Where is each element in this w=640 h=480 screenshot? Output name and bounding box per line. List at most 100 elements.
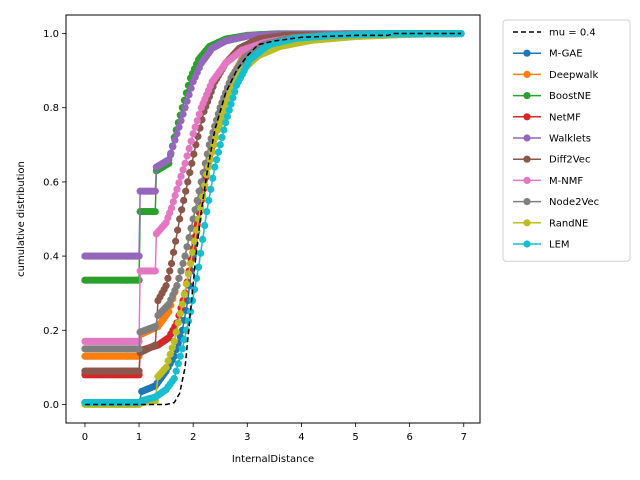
data-point [231, 88, 239, 96]
data-point [179, 166, 187, 174]
data-point [171, 191, 179, 200]
data-point [151, 187, 159, 195]
y-tick-label: 1.0 [43, 29, 59, 40]
y-axis-label: cumulative distribution [16, 161, 27, 277]
data-point [197, 249, 205, 257]
data-point [175, 274, 183, 282]
data-point [167, 204, 176, 212]
data-point [191, 123, 199, 131]
x-tick-label: 6 [406, 432, 412, 443]
data-point [169, 198, 177, 206]
series-walklets [81, 29, 465, 260]
data-point [174, 319, 182, 327]
data-point [173, 185, 181, 193]
data-point [169, 248, 178, 256]
legend-label: Deepwalk [549, 70, 598, 81]
data-point [188, 297, 197, 305]
data-point [166, 350, 174, 358]
series-line [84, 32, 462, 281]
data-point [178, 206, 186, 214]
series-line [84, 32, 462, 257]
data-point [190, 150, 198, 158]
data-point [227, 100, 235, 108]
data-point [135, 345, 143, 353]
data-point [186, 308, 195, 316]
data-point [225, 106, 233, 114]
data-point [213, 156, 221, 164]
legend-item: M-GAE [513, 49, 583, 60]
data-point [183, 152, 191, 160]
data-point [185, 91, 193, 99]
y-tick-label: 0.4 [43, 252, 59, 263]
legend-item: Node2Vec [513, 197, 599, 208]
legend-marker [523, 92, 531, 100]
data-point [193, 196, 201, 205]
data-point [167, 149, 175, 157]
x-tick-label: 0 [82, 432, 88, 443]
data-point [135, 276, 143, 284]
legend-label: NetMF [549, 112, 581, 123]
x-tick-label: 2 [190, 432, 196, 443]
data-point [181, 104, 189, 112]
data-point [191, 206, 199, 214]
data-point [162, 282, 170, 290]
data-point [197, 204, 205, 212]
data-point [162, 363, 170, 371]
data-point [192, 274, 201, 282]
data-point [205, 196, 213, 205]
data-point [229, 94, 237, 102]
legend-marker [523, 198, 531, 206]
data-point [214, 148, 223, 156]
data-point [203, 207, 211, 216]
data-point [189, 215, 197, 223]
data-point [180, 290, 188, 298]
data-point [195, 110, 203, 118]
legend-marker [523, 176, 531, 184]
x-tick-label: 7 [461, 432, 467, 443]
data-point [187, 84, 195, 92]
data-point [179, 110, 187, 118]
data-point [170, 374, 178, 383]
data-point [184, 270, 193, 278]
data-point [169, 143, 177, 151]
legend-marker [523, 134, 531, 142]
data-point [194, 263, 203, 271]
data-point [151, 322, 159, 331]
data-point [206, 156, 214, 164]
data-point [174, 226, 182, 234]
data-point [184, 317, 193, 325]
y-tick-label: 0.0 [43, 400, 59, 411]
data-point [151, 341, 159, 349]
data-point [190, 237, 199, 245]
data-point [177, 172, 185, 180]
legend-item: mu = 0.4 [513, 28, 596, 39]
data-point [176, 309, 184, 318]
legend-label: M-GAE [549, 49, 583, 60]
series-line [84, 32, 462, 376]
data-point [189, 130, 197, 138]
legend-marker [523, 219, 531, 227]
data-point [175, 123, 183, 131]
data-point [178, 345, 186, 353]
legend-label: LEM [549, 240, 570, 251]
data-point [193, 117, 201, 125]
legend-item: BoostNE [513, 91, 591, 102]
legend-label: RandNE [549, 218, 588, 229]
data-point [165, 156, 173, 164]
data-point [176, 215, 184, 223]
data-point [220, 126, 228, 134]
legend-item: Deepwalk [513, 70, 598, 81]
series-layer [81, 29, 465, 409]
x-tick-label: 4 [298, 432, 304, 443]
axes-frame [65, 14, 481, 424]
series-line [84, 32, 462, 357]
y-tick-label: 0.2 [43, 326, 59, 337]
data-point [201, 182, 209, 190]
x-axis-label: InternalDistance [232, 454, 314, 465]
legend-marker [523, 155, 531, 163]
legend-label: M-NMF [549, 176, 583, 187]
x-tick-label: 5 [352, 432, 358, 443]
data-point [183, 97, 191, 105]
legend-item: M-NMF [513, 176, 583, 187]
